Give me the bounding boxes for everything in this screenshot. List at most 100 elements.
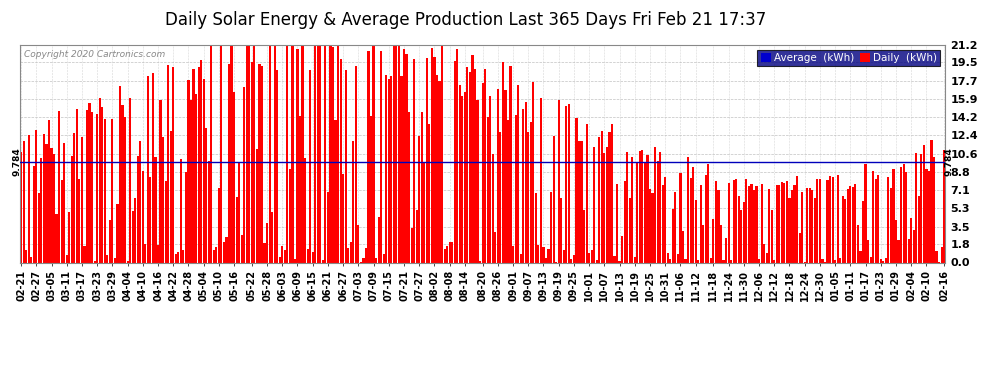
Bar <box>778 185 780 262</box>
Bar <box>601 131 603 262</box>
Bar <box>25 250 27 262</box>
Bar <box>408 112 410 262</box>
Bar <box>736 179 738 262</box>
Bar <box>499 132 502 262</box>
Bar <box>73 133 75 262</box>
Bar <box>791 190 793 262</box>
Bar <box>854 184 856 262</box>
Bar <box>598 137 600 262</box>
Bar <box>30 256 33 262</box>
Bar <box>68 212 70 262</box>
Bar <box>479 261 481 262</box>
Bar <box>55 214 57 262</box>
Bar <box>817 179 819 262</box>
Bar <box>637 163 639 262</box>
Bar <box>874 179 877 262</box>
Bar <box>347 248 349 262</box>
Bar <box>52 154 55 262</box>
Bar <box>614 256 616 262</box>
Bar <box>398 45 400 262</box>
Bar <box>603 153 606 262</box>
Bar <box>411 228 413 262</box>
Bar <box>106 255 108 262</box>
Bar <box>109 220 111 262</box>
Bar <box>713 219 715 262</box>
Bar <box>50 148 52 262</box>
Bar <box>81 137 83 262</box>
Bar <box>931 140 933 262</box>
Bar <box>666 254 669 262</box>
Bar <box>575 118 577 262</box>
Bar <box>289 169 291 262</box>
Bar <box>145 244 147 262</box>
Bar <box>507 120 509 262</box>
Bar <box>520 254 522 262</box>
Bar <box>393 45 395 262</box>
Bar <box>644 162 646 262</box>
Bar <box>476 100 478 262</box>
Bar <box>46 144 48 262</box>
Bar <box>63 143 65 262</box>
Bar <box>182 250 184 262</box>
Bar <box>140 141 142 262</box>
Bar <box>619 261 621 262</box>
Bar <box>78 178 80 262</box>
Bar <box>281 246 283 262</box>
Bar <box>562 250 565 262</box>
Bar <box>83 246 85 262</box>
Bar <box>834 261 837 262</box>
Bar <box>137 156 139 262</box>
Bar <box>421 112 423 262</box>
Bar <box>672 209 674 262</box>
Bar <box>560 198 562 262</box>
Bar <box>664 177 666 262</box>
Bar <box>284 250 286 262</box>
Bar <box>692 167 694 262</box>
Bar <box>616 184 618 262</box>
Bar <box>162 136 164 262</box>
Bar <box>174 254 177 262</box>
Bar <box>226 237 228 262</box>
Bar <box>895 220 897 262</box>
Bar <box>273 45 276 262</box>
Bar <box>796 176 798 262</box>
Bar <box>540 99 543 262</box>
Bar <box>923 145 925 262</box>
Bar <box>515 115 517 262</box>
Bar <box>723 260 725 262</box>
Bar <box>926 169 928 262</box>
Bar <box>132 211 134 262</box>
Bar <box>885 258 887 262</box>
Bar <box>654 147 656 262</box>
Bar <box>134 198 137 262</box>
Bar <box>781 182 783 262</box>
Bar <box>236 197 238 262</box>
Bar <box>228 64 230 262</box>
Bar <box>169 131 172 262</box>
Bar <box>908 239 910 262</box>
Bar <box>441 45 444 262</box>
Bar <box>887 177 889 262</box>
Bar <box>291 45 293 262</box>
Bar <box>869 257 872 262</box>
Bar <box>246 45 248 262</box>
Bar <box>530 122 532 262</box>
Bar <box>255 148 258 262</box>
Bar <box>177 252 179 262</box>
Bar <box>192 69 195 262</box>
Bar <box>431 48 433 262</box>
Bar <box>758 259 760 262</box>
Bar <box>720 225 722 262</box>
Bar <box>596 260 598 262</box>
Bar <box>330 45 332 262</box>
Bar <box>936 251 938 262</box>
Bar <box>190 100 192 262</box>
Bar <box>41 158 43 262</box>
Bar <box>198 66 200 262</box>
Bar <box>466 68 468 262</box>
Bar <box>512 246 514 262</box>
Bar <box>695 200 697 262</box>
Bar <box>101 107 103 262</box>
Bar <box>221 45 223 262</box>
Bar <box>557 100 559 262</box>
